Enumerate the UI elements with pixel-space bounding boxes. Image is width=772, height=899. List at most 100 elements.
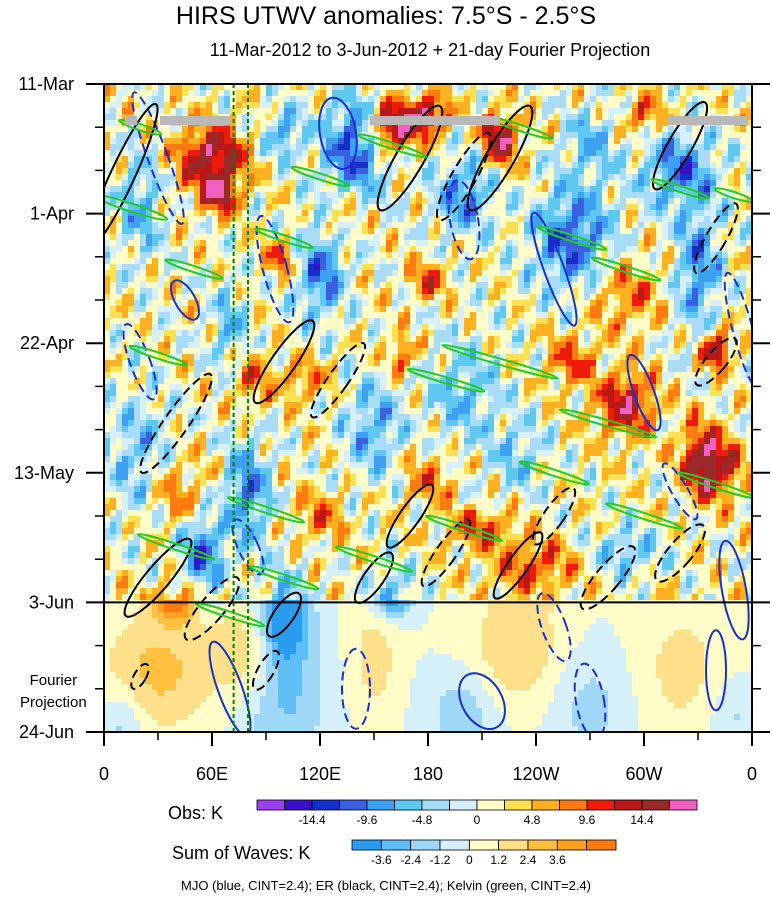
field-cell <box>152 210 159 217</box>
field-cell <box>290 96 297 103</box>
field-cell <box>278 324 285 331</box>
field-cell <box>614 102 621 109</box>
field-cell <box>614 108 621 115</box>
field-cell <box>254 186 261 193</box>
field-cell <box>404 288 411 295</box>
field-cell <box>590 270 597 277</box>
field-cell <box>290 270 297 277</box>
field-cell <box>158 102 165 109</box>
field-cell <box>146 168 153 175</box>
field-cell <box>674 330 681 337</box>
field-cell <box>542 120 549 127</box>
field-cell <box>584 288 591 295</box>
field-cell <box>494 324 501 331</box>
field-cell <box>344 264 351 271</box>
field-cell <box>662 150 669 157</box>
field-cell <box>590 276 597 283</box>
field-cell <box>206 354 213 361</box>
field-cell <box>608 324 615 331</box>
field-cell <box>518 156 525 163</box>
field-cell <box>578 216 585 223</box>
field-cell <box>506 84 513 91</box>
field-cell <box>242 156 249 163</box>
field-cell <box>698 246 705 253</box>
field-cell <box>638 270 645 277</box>
field-cell <box>236 144 243 151</box>
field-cell <box>638 174 645 181</box>
field-cell <box>284 150 291 157</box>
field-cell <box>470 276 477 283</box>
field-cell <box>560 318 567 325</box>
field-cell <box>152 234 159 241</box>
field-cell <box>530 198 537 205</box>
field-cell <box>398 246 405 253</box>
field-cell <box>686 258 693 265</box>
field-cell <box>506 240 513 247</box>
field-cell <box>584 192 591 199</box>
field-cell <box>596 198 603 205</box>
field-cell <box>206 360 213 367</box>
field-cell <box>686 198 693 205</box>
field-cell <box>416 198 423 205</box>
field-cell <box>506 180 513 187</box>
field-cell <box>746 180 752 187</box>
field-cell <box>170 228 177 235</box>
field-cell <box>152 270 159 277</box>
field-cell <box>638 240 645 247</box>
field-cell <box>434 348 441 355</box>
field-cell <box>278 168 285 175</box>
field-cell <box>644 114 651 121</box>
field-cell <box>566 168 573 175</box>
field-cell <box>572 126 579 133</box>
field-cell <box>464 210 471 217</box>
field-cell <box>368 354 375 361</box>
field-cell <box>704 270 711 277</box>
field-cell <box>656 246 663 253</box>
field-cell <box>506 258 513 265</box>
field-cell <box>626 222 633 229</box>
field-cell <box>140 102 147 109</box>
field-cell <box>218 348 225 355</box>
field-cell <box>392 90 399 97</box>
field-cell <box>578 192 585 199</box>
field-cell <box>380 288 387 295</box>
field-cell <box>176 156 183 163</box>
field-cell <box>242 294 249 301</box>
field-cell <box>530 216 537 223</box>
field-cell <box>338 216 345 223</box>
field-cell <box>716 192 723 199</box>
field-cell <box>578 312 585 319</box>
field-cell <box>530 270 537 277</box>
field-cell <box>248 186 255 193</box>
field-cell <box>710 282 717 289</box>
field-cell <box>284 324 291 331</box>
field-cell <box>128 270 135 277</box>
field-cell <box>356 336 363 343</box>
field-cell <box>146 120 153 127</box>
field-cell <box>206 294 213 301</box>
field-cell <box>608 354 615 361</box>
field-cell <box>248 258 255 265</box>
field-cell <box>434 252 441 259</box>
field-cell <box>314 114 321 121</box>
field-cell <box>506 192 513 199</box>
field-cell <box>584 120 591 127</box>
field-cell <box>662 126 669 133</box>
field-cell <box>344 174 351 181</box>
field-cell <box>536 108 543 115</box>
field-cell <box>164 96 171 103</box>
field-cell <box>710 288 717 295</box>
field-cell <box>200 204 207 211</box>
field-cell <box>668 330 675 337</box>
field-cell <box>308 204 315 211</box>
field-cell <box>656 216 663 223</box>
field-cell <box>404 324 411 331</box>
field-cell <box>386 288 393 295</box>
field-cell <box>662 186 669 193</box>
field-cell <box>710 312 717 319</box>
field-cell <box>296 96 303 103</box>
field-cell <box>110 186 117 193</box>
field-cell <box>404 246 411 253</box>
field-cell <box>200 258 207 265</box>
field-cell <box>152 306 159 313</box>
